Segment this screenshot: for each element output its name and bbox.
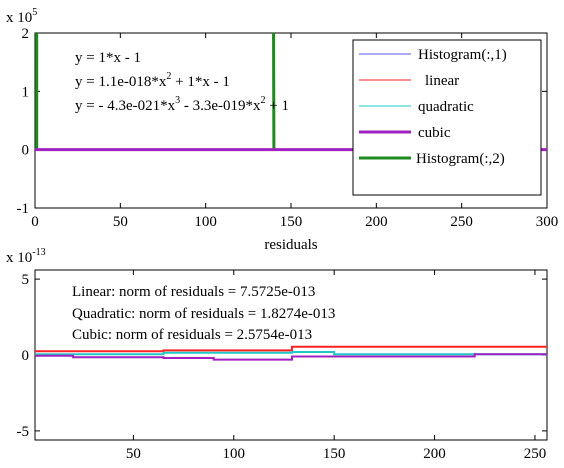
residual-norm-text: Quadratic: norm of residuals = 1.8274e-0…: [72, 306, 335, 322]
residual-norm-text: Cubic: norm of residuals = 2.5754e-013: [72, 327, 312, 343]
legend-label: linear: [425, 73, 459, 89]
bottom-y-tick-label: 5: [22, 272, 30, 288]
top-x-tick-label: 250: [450, 214, 473, 230]
equation-text: y = 1.1e-018*x2 + 1*x - 1: [75, 71, 230, 90]
legend-label: quadratic: [418, 99, 474, 115]
equation-text: y = 1*x - 1: [75, 50, 141, 66]
residual-linear-line: [35, 345, 547, 353]
top-y-tick-label: 1: [22, 84, 30, 100]
residual-cubic-line: [35, 353, 547, 361]
legend-label: Histogram(:,2): [416, 151, 505, 167]
top-y-tick-label: 2: [22, 26, 30, 42]
top-x-tick-label: 0: [31, 214, 39, 230]
top-y-tick-label: -1: [17, 201, 30, 217]
equation-text: y = - 4.3e-021*x3 - 3.3e-019*x2 + 1: [75, 95, 289, 114]
top-y-tick-label: 0: [22, 143, 30, 159]
bottom-x-tick-label: 100: [223, 446, 246, 462]
residual-quadratic-line: [35, 351, 547, 356]
top-x-tick-label: 100: [194, 214, 217, 230]
top-y-exponent: x 105: [6, 7, 37, 26]
top-x-tick-label: 50: [113, 214, 128, 230]
bottom-x-tick-label: 50: [126, 446, 141, 462]
bottom-y-exponent: x 10-13: [6, 247, 46, 266]
top-x-tick-label: 300: [536, 214, 559, 230]
legend-box: [352, 39, 542, 196]
bottom-x-tick-label: 200: [423, 446, 446, 462]
top-x-label: residuals: [264, 237, 317, 253]
top-x-tick-label: 200: [365, 214, 388, 230]
bottom-y-tick-label: 0: [22, 348, 30, 364]
legend: Histogram(:,1) linear quadratic cubic Histog…: [352, 39, 542, 196]
top-x-tick-label: 150: [280, 214, 303, 230]
residual-norm-text: Linear: norm of residuals = 7.5725e-013: [72, 284, 315, 300]
bottom-x-tick-label: 250: [524, 446, 547, 462]
legend-label: cubic: [418, 125, 451, 141]
bottom-y-tick-label: -5: [17, 424, 30, 440]
legend-label: Histogram(:,1): [418, 47, 507, 63]
bottom-x-tick-label: 150: [323, 446, 346, 462]
bottom-plot-area: [35, 345, 547, 361]
